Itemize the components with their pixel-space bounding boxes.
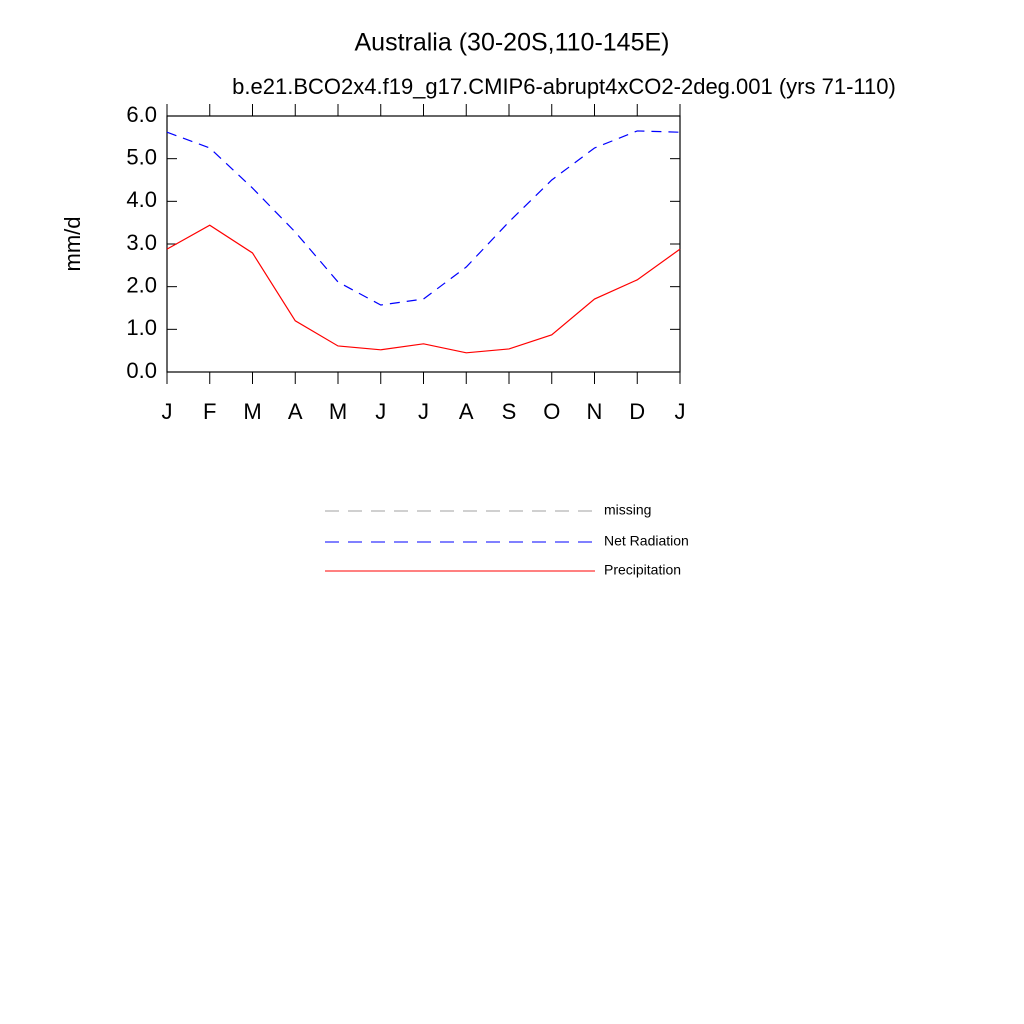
x-tick-label: J — [418, 399, 429, 424]
y-tick-label: 2.0 — [126, 272, 157, 297]
x-tick-label: S — [502, 399, 517, 424]
x-tick-label: D — [629, 399, 645, 424]
y-tick-label: 6.0 — [126, 102, 157, 127]
plot-frame — [166, 115, 681, 373]
legend-label: Precipitation — [604, 562, 681, 578]
x-tick-label: J — [375, 399, 386, 424]
y-tick-label: 1.0 — [126, 315, 157, 340]
y-tick-label: 4.0 — [126, 187, 157, 212]
x-tick-label: M — [329, 399, 347, 424]
y-tick-label: 3.0 — [126, 230, 157, 255]
x-tick-label: N — [587, 399, 603, 424]
y-tick-label: 0.0 — [126, 358, 157, 383]
x-tick-label: O — [543, 399, 560, 424]
x-tick-label: F — [203, 399, 216, 424]
y-tick-label: 5.0 — [126, 144, 157, 169]
legend-label: Net Radiation — [604, 533, 689, 549]
x-tick-label: A — [459, 399, 474, 424]
x-tick-label: A — [288, 399, 303, 424]
legend-label: missing — [604, 502, 651, 518]
y-axis-label: mm/d — [60, 217, 85, 272]
x-tick-label: M — [243, 399, 261, 424]
chart-title: Australia (30-20S,110-145E) — [355, 29, 670, 57]
series-line — [166, 130, 681, 306]
series-line — [166, 224, 681, 354]
x-tick-label: J — [162, 399, 173, 424]
x-tick-label: J — [675, 399, 686, 424]
chart-subtitle: b.e21.BCO2x4.f19_g17.CMIP6-abrupt4xCO2-2… — [232, 74, 896, 99]
